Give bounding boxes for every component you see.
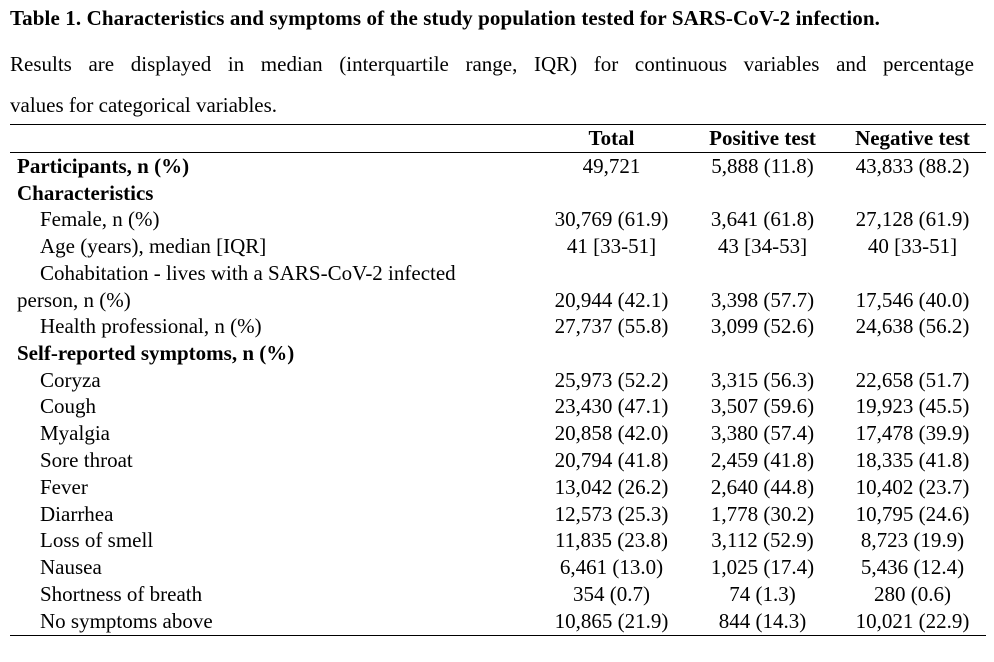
cell-positive: 74 (1.3) (729, 582, 796, 607)
description-line-2: values for categorical variables. (10, 93, 278, 117)
row-label: Female, n (%) (40, 207, 160, 232)
table-row: Cough 23,430 (47.1) 3,507 (59.6) 19,923 … (10, 394, 986, 421)
cell-negative: 10,021 (22.9) (855, 608, 970, 633)
table-row: Myalgia 20,858 (42.0) 3,380 (57.4) 17,47… (10, 420, 986, 447)
section-heading-symptoms: Self-reported symptoms, n (%) (10, 340, 986, 367)
table-description: Results are displayed in median (interqu… (10, 44, 974, 126)
table-row: Nausea 6,461 (13.0) 1,025 (17.4) 5,436 (… (10, 554, 986, 581)
table-row: Loss of smell 11,835 (23.8) 3,112 (52.9)… (10, 528, 986, 555)
header-negative-test: Negative test (855, 126, 970, 150)
row-label: Cough (40, 394, 97, 419)
row-label: Coryza (40, 367, 101, 392)
row-label: Fever (40, 474, 88, 499)
header-total: Total (588, 126, 635, 150)
cell-negative: 27,128 (61.9) (855, 207, 970, 232)
cell-negative: 10,795 (24.6) (855, 501, 970, 526)
cell-positive: 1,025 (17.4) (710, 555, 815, 580)
cell-positive: 43 [34-53] (717, 234, 808, 259)
table-row: Health professional, n (%) 27,737 (55.8)… (10, 313, 986, 340)
cell-positive: 3,099 (52.6) (710, 314, 815, 339)
table-title: Table 1. Characteristics and symptoms of… (10, 6, 881, 30)
cell-negative: 280 (0.6) (874, 582, 951, 607)
cell-negative: 17,478 (39.9) (855, 421, 970, 446)
cell-total: 354 (0.7) (573, 582, 650, 607)
cell-positive: 3,380 (57.4) (710, 421, 815, 446)
description-line-1: Results are displayed in median (interqu… (10, 52, 974, 76)
table-row: Fever 13,042 (26.2) 2,640 (44.8) 10,402 … (10, 474, 986, 501)
table-row: Diarrhea 12,573 (25.3) 1,778 (30.2) 10,7… (10, 501, 986, 528)
cell-positive: 2,459 (41.8) (710, 448, 815, 473)
cell-negative: 43,833 (88.2) (855, 153, 970, 178)
cell-positive: 2,640 (44.8) (710, 474, 815, 499)
cell-total: 12,573 (25.3) (554, 501, 669, 526)
cell-positive: 3,398 (57.7) (710, 287, 815, 312)
cell-total: 20,944 (42.1) (554, 287, 669, 312)
cell-negative: 5,436 (12.4) (860, 555, 965, 580)
cell-negative: 22,658 (51.7) (855, 367, 970, 392)
cell-negative: 8,723 (19.9) (860, 528, 965, 553)
cell-total: 25,973 (52.2) (554, 367, 669, 392)
section-heading-characteristics: Characteristics (10, 180, 986, 207)
row-label: Participants, n (%) (17, 153, 190, 178)
row-label: Diarrhea (40, 501, 114, 526)
row-label: Nausea (40, 555, 102, 580)
cell-negative: 40 [33-51] (867, 234, 958, 259)
cell-total: 41 [33-51] (566, 234, 657, 259)
section-heading: Self-reported symptoms, n (%) (17, 340, 295, 365)
cell-positive: 3,507 (59.6) (710, 394, 815, 419)
table-row: Coryza 25,973 (52.2) 3,315 (56.3) 22,658… (10, 367, 986, 394)
cell-negative: 24,638 (56.2) (855, 314, 970, 339)
row-label: Age (years), median [IQR] (40, 234, 267, 259)
row-label: Loss of smell (40, 528, 154, 553)
cell-total: 23,430 (47.1) (554, 394, 669, 419)
cell-negative: 10,402 (23.7) (855, 474, 970, 499)
table-row: Female, n (%) 30,769 (61.9) 3,641 (61.8)… (10, 207, 986, 234)
table-row: Cohabitation - lives with a SARS-CoV-2 i… (10, 260, 986, 313)
table-row: Sore throat 20,794 (41.8) 2,459 (41.8) 1… (10, 447, 986, 474)
row-label: Sore throat (40, 448, 133, 473)
table-row: Shortness of breath 354 (0.7) 74 (1.3) 2… (10, 581, 986, 608)
characteristics-table: Total Positive test Negative test Partic… (10, 124, 986, 636)
cell-total: 20,858 (42.0) (554, 421, 669, 446)
cell-total: 27,737 (55.8) (554, 314, 669, 339)
cell-total: 10,865 (21.9) (554, 608, 669, 633)
cell-positive: 1,778 (30.2) (710, 501, 815, 526)
cell-total: 20,794 (41.8) (554, 448, 669, 473)
row-label-line-2: person, n (%) (17, 287, 131, 312)
cell-total: 30,769 (61.9) (554, 207, 669, 232)
cell-total: 13,042 (26.2) (554, 474, 669, 499)
row-label: Shortness of breath (40, 582, 203, 607)
cell-total: 49,721 (582, 153, 641, 178)
header-positive-test: Positive test (709, 126, 816, 150)
cell-negative: 18,335 (41.8) (855, 448, 970, 473)
cell-negative: 17,546 (40.0) (855, 287, 970, 312)
row-label-line-1: Cohabitation - lives with a SARS-CoV-2 i… (40, 261, 456, 286)
cell-positive: 3,112 (52.9) (711, 528, 814, 553)
table-row: Age (years), median [IQR] 41 [33-51] 43 … (10, 233, 986, 260)
cell-positive: 3,641 (61.8) (710, 207, 815, 232)
cell-total: 6,461 (13.0) (559, 555, 664, 580)
cell-positive: 5,888 (11.8) (711, 153, 814, 178)
section-heading: Characteristics (17, 180, 154, 205)
table-row: No symptoms above 10,865 (21.9) 844 (14.… (10, 608, 986, 635)
row-label: No symptoms above (40, 608, 213, 633)
cell-positive: 3,315 (56.3) (710, 367, 815, 392)
cell-negative: 19,923 (45.5) (855, 394, 970, 419)
row-label: Myalgia (40, 421, 110, 446)
row-label: Cohabitation - lives with a SARS-CoV-2 i… (10, 260, 537, 313)
row-label: Health professional, n (%) (40, 314, 262, 339)
table-row-participants: Participants, n (%) 49,721 5,888 (11.8) … (10, 153, 986, 180)
cell-total: 11,835 (23.8) (555, 528, 668, 553)
table-header-row: Total Positive test Negative test (10, 125, 986, 153)
cell-positive: 844 (14.3) (718, 608, 807, 633)
